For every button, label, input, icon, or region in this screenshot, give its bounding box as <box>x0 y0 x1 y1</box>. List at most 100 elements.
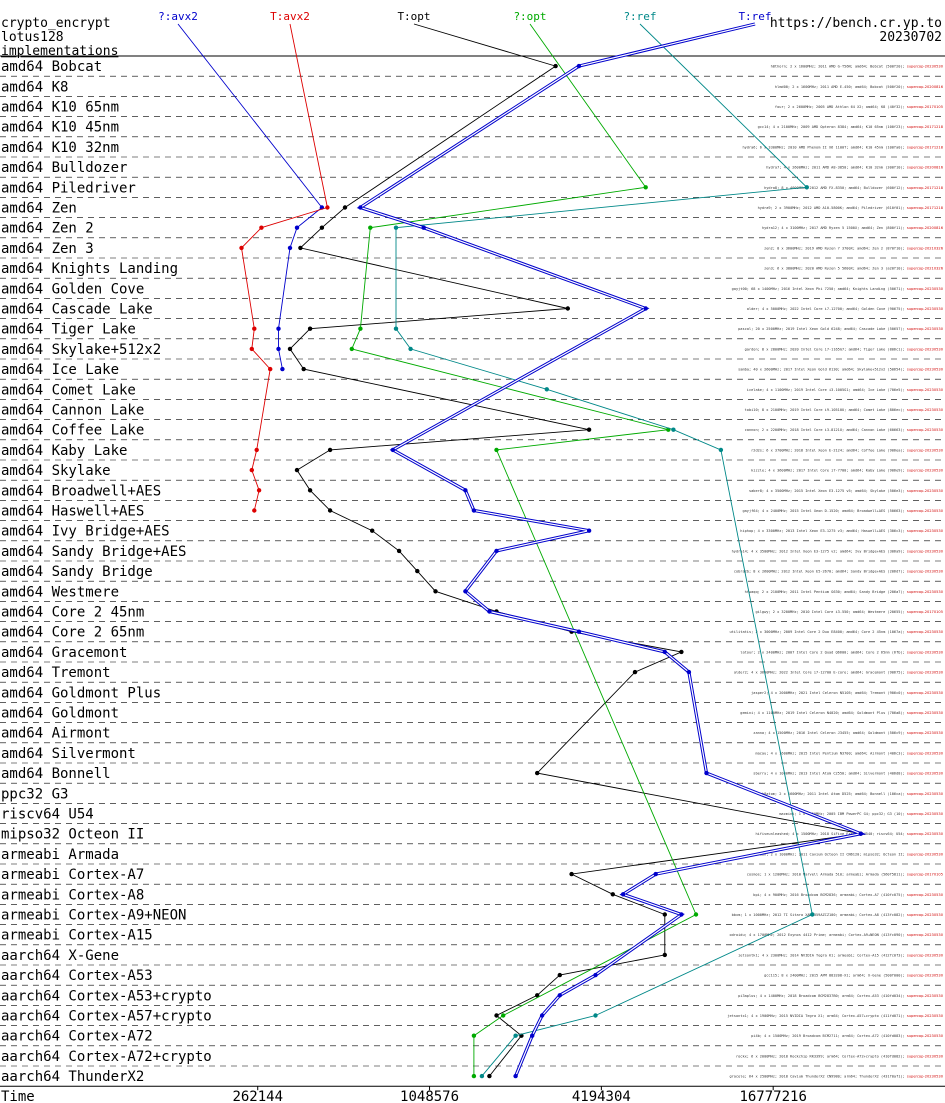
series-point <box>370 528 375 533</box>
row-label: amd64 Westmere <box>1 584 119 600</box>
series-point <box>276 326 281 331</box>
series-point <box>810 912 815 917</box>
row-label: amd64 Bonnell <box>1 766 111 782</box>
row-label: amd64 Goldmont <box>1 706 119 722</box>
row-label: amd64 Airmont <box>1 726 111 742</box>
series-point <box>593 1013 598 1018</box>
row-label: amd64 Haswell+AES <box>1 504 144 520</box>
series-point <box>256 488 262 493</box>
machine-info: gilgwy; 2 x 3200MHz; 2010 Intel Core i3-… <box>755 610 943 614</box>
machine-info: hiphop; 4 x 3300MHz; 2013 Intel Xeon E3-… <box>740 529 943 533</box>
row-label: amd64 Coffee Lake <box>1 423 144 439</box>
row-label: amd64 Core 2 45nm <box>1 605 144 621</box>
row-label: armeabi Cortex-A9+NEON <box>1 908 186 924</box>
row-label: amd64 Golden Cove <box>1 281 144 297</box>
row-label: ppc32 G3 <box>1 786 68 802</box>
series-point <box>662 952 667 958</box>
series-point <box>718 447 724 453</box>
series-point <box>463 589 468 594</box>
series-point <box>294 225 300 230</box>
series-point <box>358 205 363 210</box>
header: crypto_encrypt lotus128 implementations … <box>1 16 942 59</box>
series-line-?:opt <box>351 23 697 1077</box>
row-label: amd64 Bulldozer <box>1 160 127 176</box>
series-point <box>396 548 402 554</box>
row-label: amd64 K10 32nm <box>1 140 119 156</box>
series-point <box>557 993 562 998</box>
machine-info: hydra8; 8 x 4000MHz; 2012 AMD FX-8350; a… <box>764 186 944 190</box>
machine-info: sberry; 4 x 1000MHz; 2013 Intel Atom C25… <box>753 772 943 776</box>
series-point <box>471 1073 477 1079</box>
machine-info: gemini; 4 x 1100MHz; 2019 Intel Celeron … <box>740 711 943 715</box>
machine-info: hydra14; 4 x 3500MHz; 2012 Intel Xeon E3… <box>732 549 944 553</box>
machine-info: tobi10; 8 x 2100MHz; 2019 Intel Core i9-… <box>745 408 944 412</box>
series-point <box>276 346 281 352</box>
machine-info: gcc14; 4 x 2100MHz; 2009 AMD Opteron 838… <box>758 125 944 129</box>
x-tick-label: 262144 <box>232 1089 283 1103</box>
series-point <box>494 548 499 554</box>
machine-info: pi3aplus; 4 x 1400MHz; 2018 Broadcom BCM… <box>738 994 944 998</box>
series-point <box>693 912 699 917</box>
machine-info: hydra9; 2 x 3900MHz; 2012 AMD A10-5800K;… <box>758 206 944 210</box>
row-label: armeabi Cortex-A8 <box>1 887 144 903</box>
series-point <box>530 1033 535 1038</box>
row-label: aarch64 Cortex-A53 <box>1 968 153 984</box>
machine-info: gayjf64; 4 x 2400MHz; 2015 Intel Xeon D-… <box>742 509 943 513</box>
series-point <box>298 245 303 251</box>
series-label: ?:ref <box>623 10 656 23</box>
series-point <box>268 366 273 372</box>
row-label: aarch64 Cortex-A72+crypto <box>1 1049 212 1065</box>
series-point <box>671 427 676 432</box>
row-label: aarch64 Cortex-A53+crypto <box>1 988 212 1004</box>
series-point <box>327 508 333 513</box>
series-point <box>653 871 658 877</box>
row-label: amd64 Knights Landing <box>1 261 178 277</box>
machine-info: cannon; 2 x 2200MHz; 2018 Intel Core i3-… <box>745 428 944 432</box>
series-point <box>565 306 570 311</box>
machine-info: bpi; 4 x 900MHz; 2016 Broadcom BCM2836; … <box>753 893 943 897</box>
row-label: amd64 K10 65nm <box>1 100 119 116</box>
series-line-?:ref <box>395 23 813 1077</box>
row-label: aarch64 ThunderX2 <box>1 1069 144 1085</box>
machine-info: gcc115; 8 x 2400MHz; 2015 APM 883208-X1;… <box>764 974 944 978</box>
x-tick-label: 16777216 <box>739 1089 806 1103</box>
row-label: amd64 Zen <box>1 201 77 217</box>
machine-info: four; 2 x 2600MHz; 2005 AMD Athlon 64 X2… <box>775 105 943 109</box>
machine-info: zen2; 8 x 3600MHz; 2019 AMD Ryzen 7 3700… <box>764 246 944 250</box>
row-label: amd64 Ivy Bridge+AES <box>1 524 170 540</box>
machine-info: hydra7; 4 x 2600MHz; 2011 AMD A8-3850; a… <box>766 166 943 170</box>
row-label: amd64 Ice Lake <box>1 362 119 378</box>
series-point <box>252 508 257 513</box>
series-line-T:avx2 <box>241 23 328 511</box>
machine-info: gayjt00; 68 x 1400MHz; 2016 Intel Xeon P… <box>732 287 944 291</box>
series-point <box>471 508 477 513</box>
machine-info: octeon; 2 x 1000MHz; 2011 Cavium Octeon … <box>753 852 943 856</box>
series-point <box>368 225 373 230</box>
machine-info: jetsontk1; 4 x 2300MHz; 2014 NVIDIA Tegr… <box>738 953 944 957</box>
series-point <box>358 326 363 331</box>
series-point <box>259 225 264 230</box>
machine-info: cosmos; 1 x 1200MHz; 2010 Marvell Armada… <box>747 873 943 877</box>
series-point <box>576 63 582 69</box>
machine-info: r2d2s; 6 x 3700MHz; 2018 Intel Xeon E-21… <box>751 448 944 452</box>
machine-info: bbxm; 1 x 1000MHz; 2012 TI Sitara XAM335… <box>732 913 944 917</box>
header-left-line-1: crypto_encrypt <box>1 16 111 31</box>
series-point <box>686 669 692 675</box>
series-point <box>643 185 648 190</box>
row-label: amd64 Piledriver <box>1 180 136 196</box>
series-point <box>301 366 306 372</box>
row-label: armeabi Cortex-A15 <box>1 928 153 944</box>
series-point <box>487 1073 492 1079</box>
machine-info: h8atom; 2 x 1600MHz; 2011 Intel Atom D52… <box>762 792 944 796</box>
series-point <box>307 488 313 493</box>
machine-info: zanna; 4 x 1500MHz; 2016 Intel Celeron J… <box>753 731 943 735</box>
machine-info: hlmd00; 2 x 1600MHz; 2011 AMD E-450; amd… <box>775 85 944 89</box>
series-point <box>393 225 399 230</box>
series-point <box>553 63 558 69</box>
row-label: amd64 Cascade Lake <box>1 302 153 318</box>
row-label: mipso32 Octeon II <box>1 827 144 843</box>
machine-info: gracele; 64 x 2500MHz; 2018 Cavium Thund… <box>729 1075 943 1079</box>
row-label: amd64 Comet Lake <box>1 382 136 398</box>
series-label: ?:avx2 <box>158 10 198 23</box>
machine-info: alder; 4 x 5000MHz; 2022 Intel Core i7-1… <box>747 307 944 311</box>
